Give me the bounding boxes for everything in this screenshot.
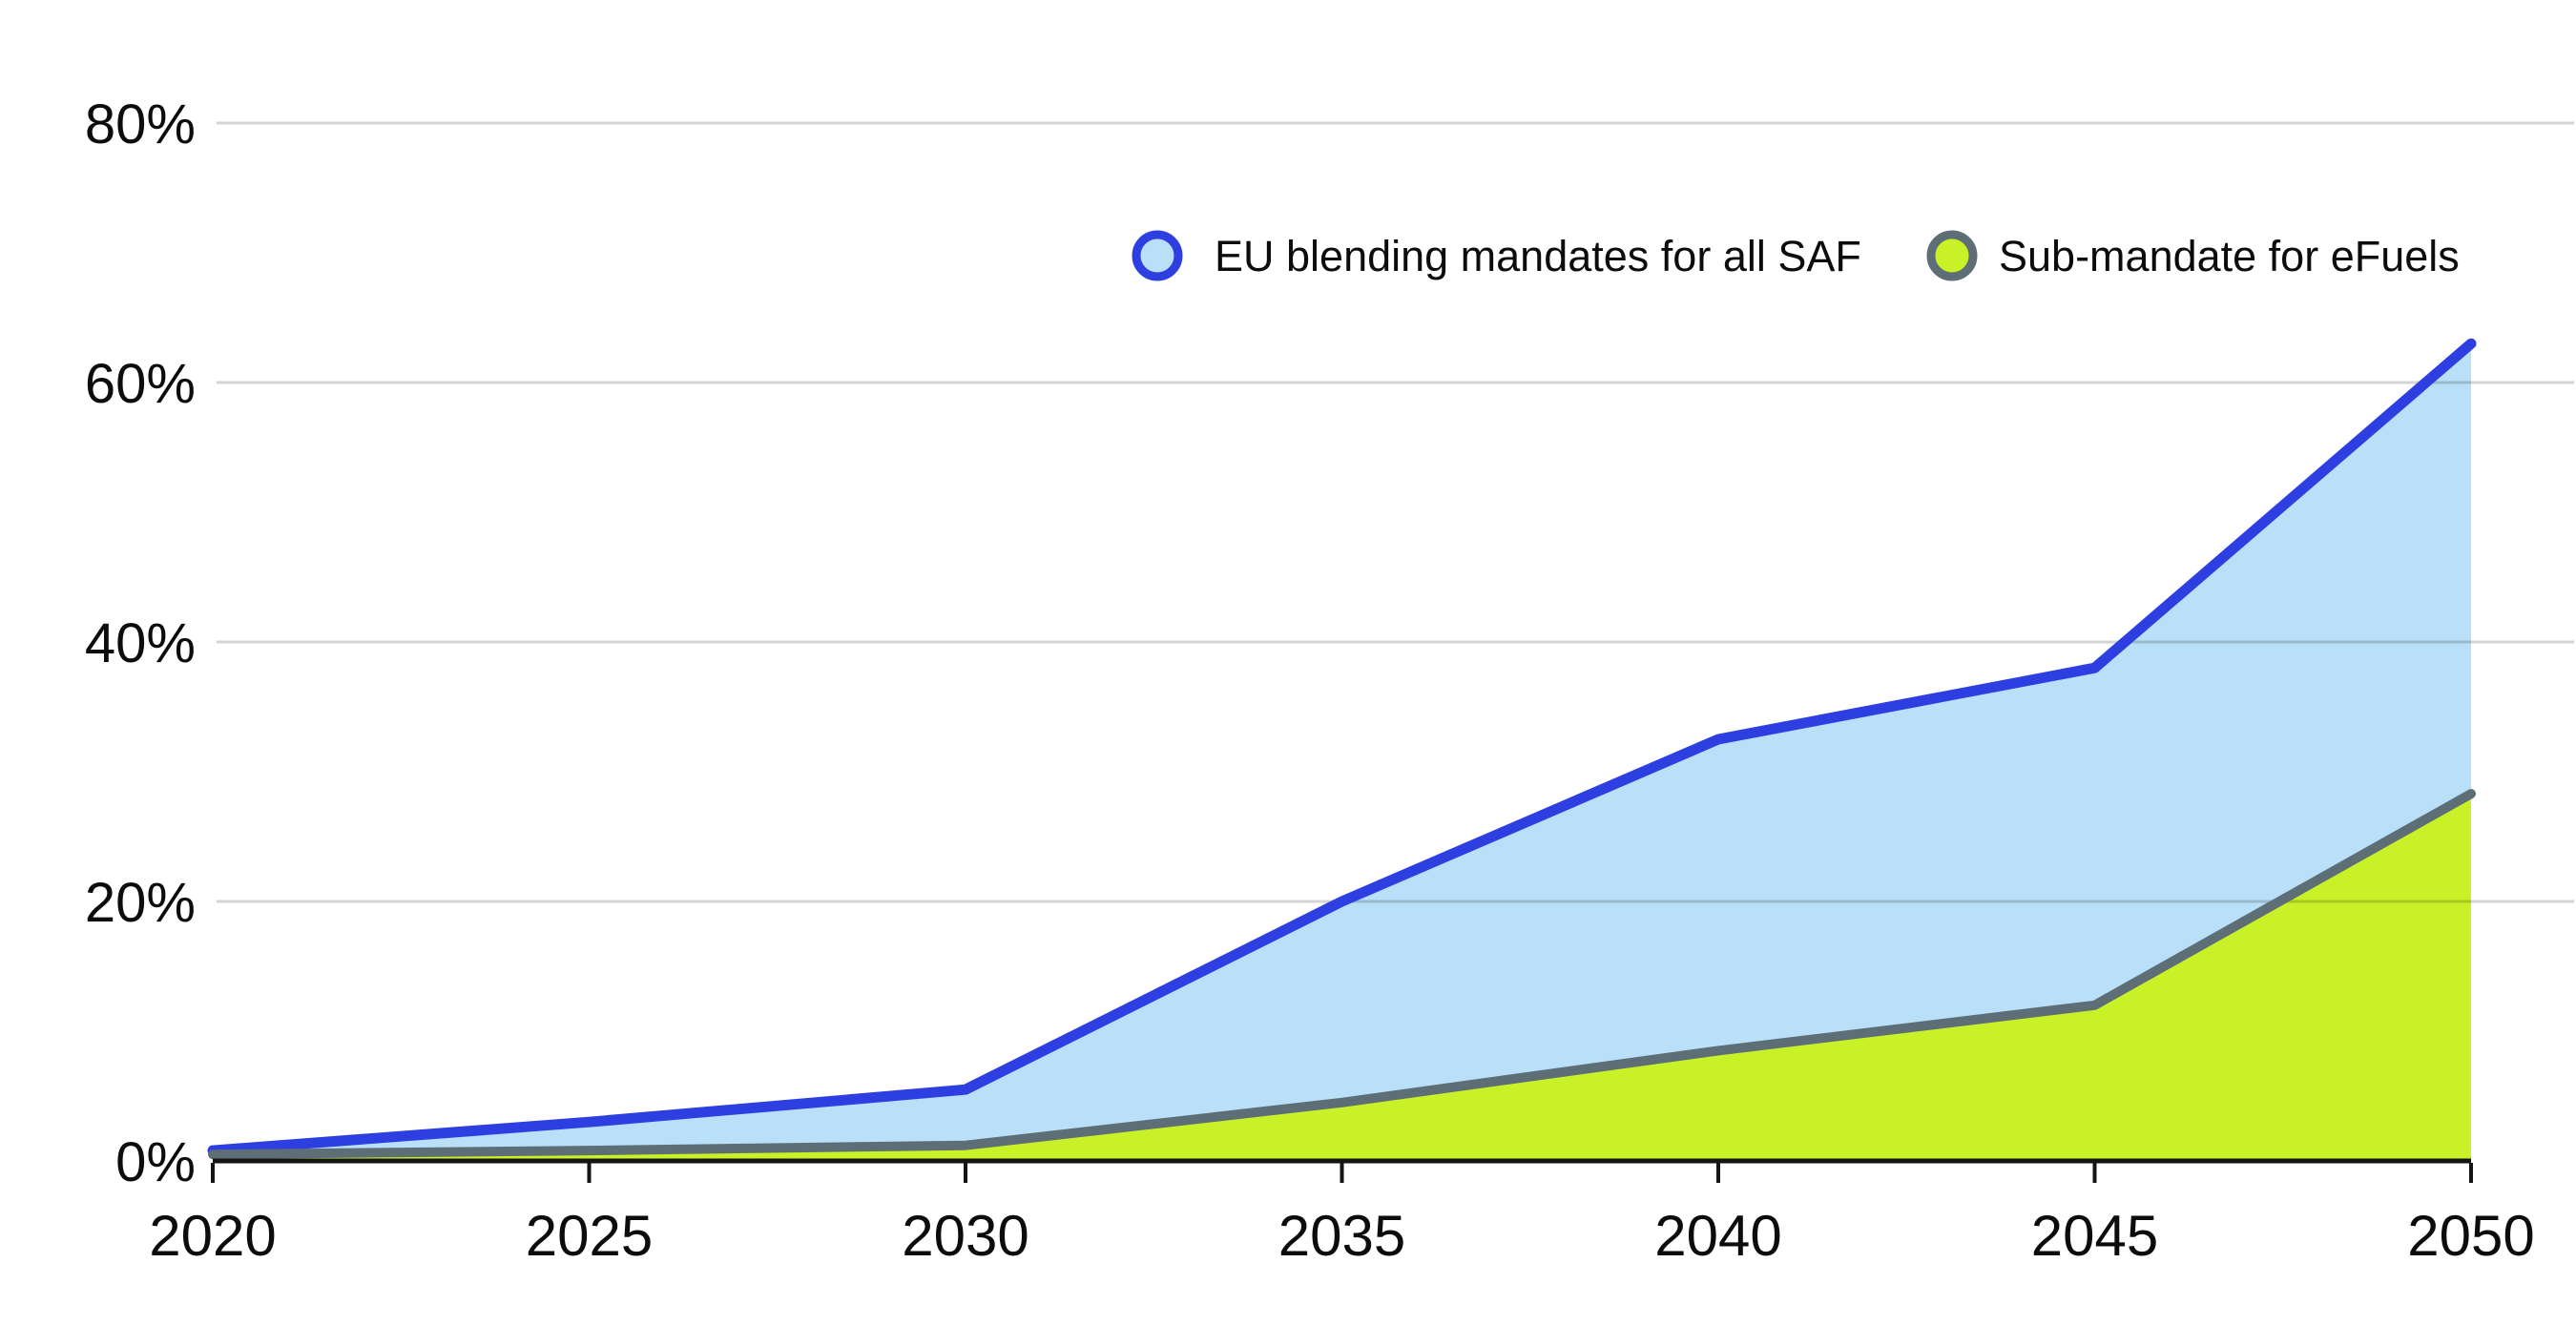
area-series: [213, 343, 2471, 1161]
x-axis-label-2050: 2050: [2407, 1204, 2534, 1268]
circle-marker-icon: [1132, 230, 1183, 281]
x-axis-label-2040: 2040: [1654, 1204, 1781, 1268]
x-axis-labels: 2020 2025 2030 2035 2040 2045 2050: [149, 1204, 2534, 1268]
gridlines: [217, 121, 2574, 903]
y-axis-label-0: 0%: [115, 1131, 196, 1193]
series-1-area: [213, 794, 2471, 1161]
y-axis-label-40: 40%: [85, 612, 196, 674]
y-axis-labels: 0% 20% 40% 60% 80%: [85, 93, 196, 1193]
legend-label: Sub-mandate for eFuels: [1999, 232, 2460, 280]
x-axis-label-2030: 2030: [902, 1204, 1028, 1268]
circle-marker-icon: [1926, 230, 1978, 281]
legend-item: Sub-mandate for eFuels: [1926, 230, 2460, 281]
x-axis: [211, 1158, 2473, 1183]
series-lines: [207, 338, 2477, 1160]
series-1-line: [208, 789, 2476, 1160]
series-0-area: [213, 343, 2471, 1161]
x-axis-label-2045: 2045: [2031, 1204, 2158, 1268]
y-axis-label-60: 60%: [85, 353, 196, 415]
y-axis-label-20: 20%: [85, 872, 196, 934]
x-axis-label-2035: 2035: [1278, 1204, 1405, 1268]
x-axis-label-2025: 2025: [526, 1204, 653, 1268]
y-axis-label-80: 80%: [85, 93, 196, 155]
legend-label: EU blending mandates for all SAF: [1215, 232, 1861, 280]
legend: EU blending mandates for all SAF Sub-mand…: [1132, 230, 2460, 281]
x-axis-label-2020: 2020: [149, 1204, 276, 1268]
legend-item: EU blending mandates for all SAF: [1132, 230, 1861, 281]
series-0-line: [207, 338, 2477, 1156]
